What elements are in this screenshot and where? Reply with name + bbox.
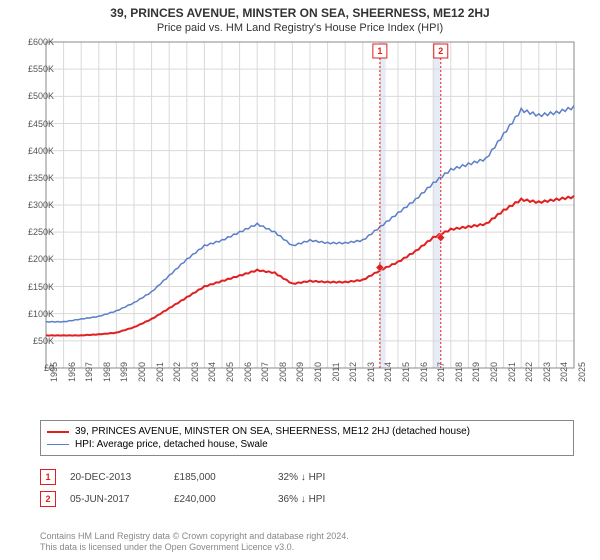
- footer-line: This data is licensed under the Open Gov…: [40, 542, 349, 554]
- y-tick-label: £50K: [33, 336, 54, 346]
- x-tick-label: 1995: [49, 362, 59, 382]
- x-tick-label: 2009: [295, 362, 305, 382]
- x-tick-label: 1998: [102, 362, 112, 382]
- table-row: 2 05-JUN-2017 £240,000 36% ↓ HPI: [40, 488, 560, 510]
- chart-subtitle: Price paid vs. HM Land Registry's House …: [0, 20, 600, 38]
- y-tick-label: £400K: [28, 146, 54, 156]
- sale-date: 05-JUN-2017: [70, 494, 160, 505]
- x-tick-label: 2024: [559, 362, 569, 382]
- x-tick-label: 2022: [524, 362, 534, 382]
- x-tick-label: 2001: [155, 362, 165, 382]
- x-tick-label: 2004: [207, 362, 217, 382]
- y-tick-label: £200K: [28, 254, 54, 264]
- chart-title: 39, PRINCES AVENUE, MINSTER ON SEA, SHEE…: [0, 0, 600, 20]
- x-tick-label: 2019: [471, 362, 481, 382]
- sale-delta: 32% ↓ HPI: [278, 472, 368, 483]
- marker-badge: 1: [40, 469, 56, 485]
- legend-swatch: [47, 444, 69, 446]
- x-tick-label: 2000: [137, 362, 147, 382]
- x-tick-label: 2006: [243, 362, 253, 382]
- legend-label: HPI: Average price, detached house, Swal…: [75, 439, 268, 450]
- data-table: 1 20-DEC-2013 £185,000 32% ↓ HPI 2 05-JU…: [40, 466, 560, 510]
- chart-area: 12: [40, 40, 580, 390]
- table-row: 1 20-DEC-2013 £185,000 32% ↓ HPI: [40, 466, 560, 488]
- legend-row: HPI: Average price, detached house, Swal…: [47, 438, 567, 451]
- y-tick-label: £450K: [28, 119, 54, 129]
- legend-swatch: [47, 431, 69, 433]
- legend-label: 39, PRINCES AVENUE, MINSTER ON SEA, SHEE…: [75, 426, 470, 437]
- y-tick-label: £150K: [28, 282, 54, 292]
- x-tick-label: 2002: [172, 362, 182, 382]
- x-tick-label: 1999: [119, 362, 129, 382]
- x-tick-label: 2018: [454, 362, 464, 382]
- y-tick-label: £300K: [28, 200, 54, 210]
- x-tick-label: 2012: [348, 362, 358, 382]
- x-tick-label: 2008: [278, 362, 288, 382]
- sale-delta: 36% ↓ HPI: [278, 494, 368, 505]
- x-tick-label: 2010: [313, 362, 323, 382]
- x-tick-label: 2023: [542, 362, 552, 382]
- y-tick-label: £250K: [28, 227, 54, 237]
- x-tick-label: 1997: [84, 362, 94, 382]
- x-tick-label: 2014: [383, 362, 393, 382]
- y-tick-label: £100K: [28, 309, 54, 319]
- footer: Contains HM Land Registry data © Crown c…: [40, 531, 349, 554]
- legend-row: 39, PRINCES AVENUE, MINSTER ON SEA, SHEE…: [47, 425, 567, 438]
- sale-date: 20-DEC-2013: [70, 472, 160, 483]
- svg-text:1: 1: [377, 46, 382, 56]
- x-tick-label: 2005: [225, 362, 235, 382]
- y-tick-label: £350K: [28, 173, 54, 183]
- y-tick-label: £500K: [28, 91, 54, 101]
- x-tick-label: 1996: [67, 362, 77, 382]
- sale-price: £185,000: [174, 472, 264, 483]
- sale-price: £240,000: [174, 494, 264, 505]
- x-tick-label: 2025: [577, 362, 587, 382]
- x-tick-label: 2020: [489, 362, 499, 382]
- svg-text:2: 2: [438, 46, 443, 56]
- x-tick-label: 2011: [331, 362, 341, 381]
- y-tick-label: £550K: [28, 64, 54, 74]
- footer-line: Contains HM Land Registry data © Crown c…: [40, 531, 349, 543]
- x-tick-label: 2021: [507, 362, 517, 382]
- x-tick-label: 2013: [366, 362, 376, 382]
- legend: 39, PRINCES AVENUE, MINSTER ON SEA, SHEE…: [40, 420, 574, 456]
- x-tick-label: 2016: [419, 362, 429, 382]
- marker-badge: 2: [40, 491, 56, 507]
- x-tick-label: 2003: [190, 362, 200, 382]
- chart-svg: 12: [40, 40, 580, 390]
- y-tick-label: £600K: [28, 37, 54, 47]
- x-tick-label: 2015: [401, 362, 411, 382]
- x-tick-label: 2017: [436, 362, 446, 382]
- x-tick-label: 2007: [260, 362, 270, 382]
